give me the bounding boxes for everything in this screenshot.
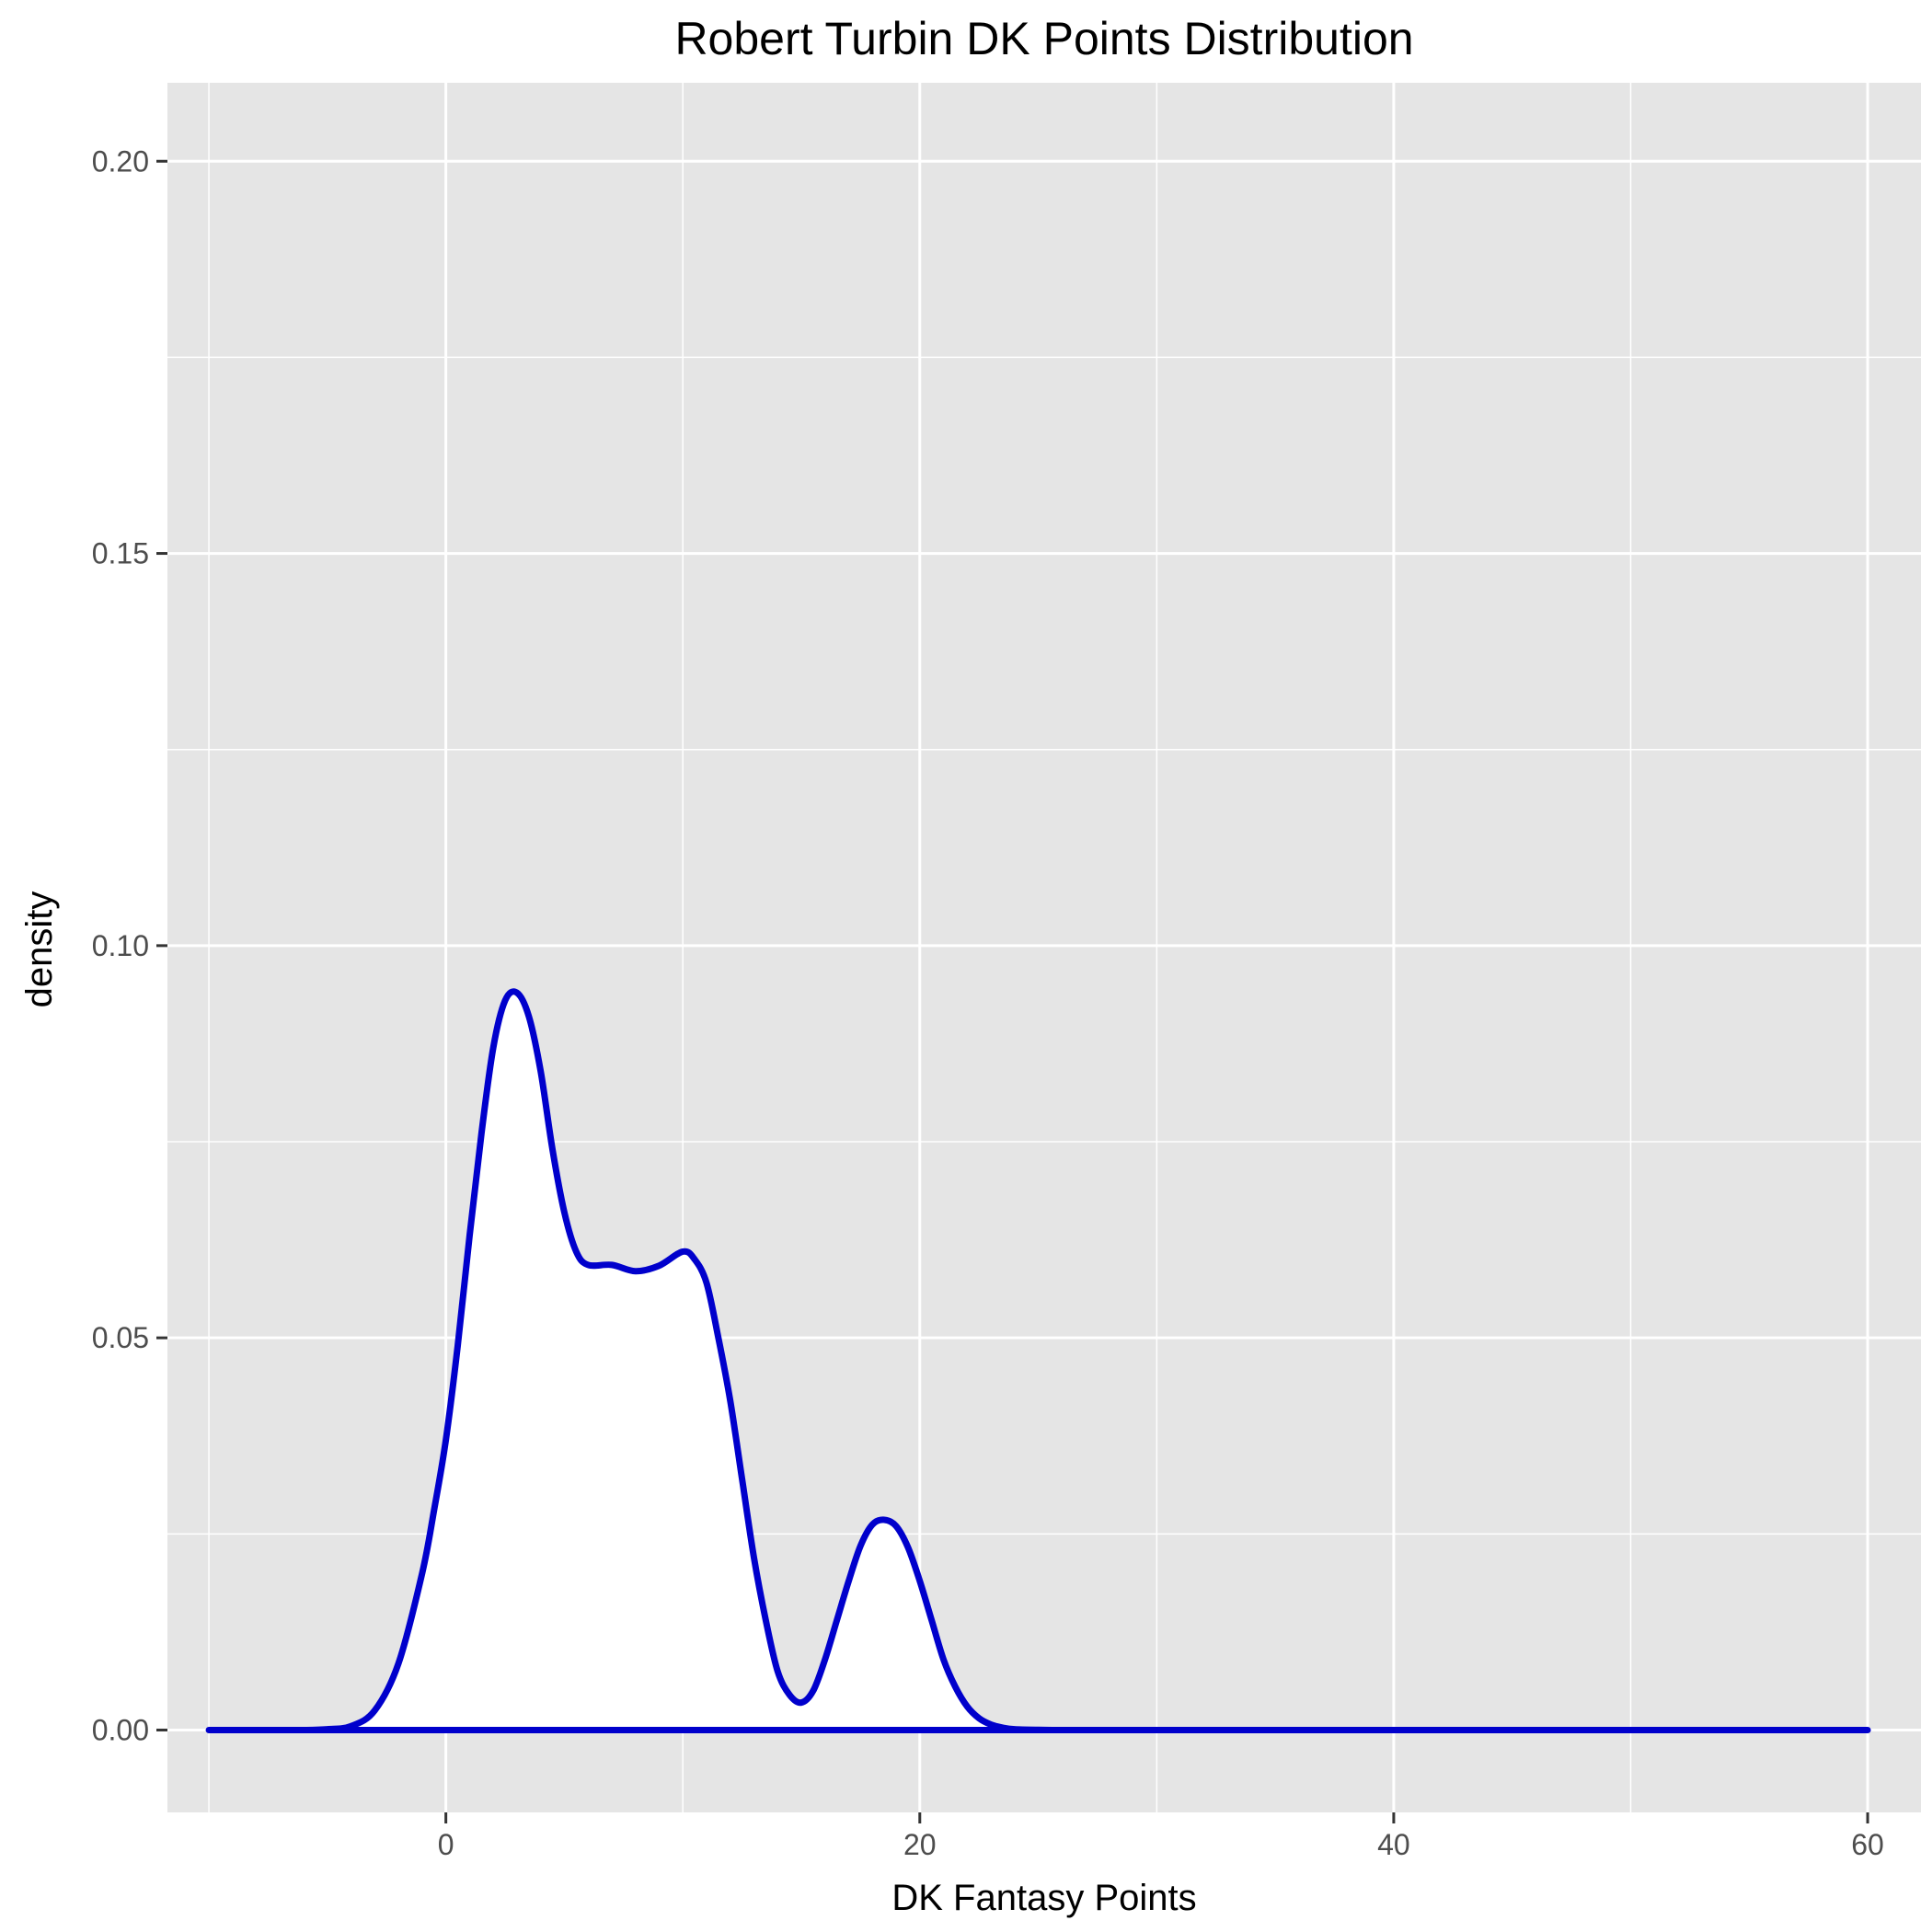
y-tick-label: 0.10 xyxy=(92,929,149,962)
x-tick-label: 20 xyxy=(903,1828,937,1861)
x-axis-title: DK Fantasy Points xyxy=(891,1878,1196,1918)
x-tick-label: 40 xyxy=(1377,1828,1410,1861)
x-tick-label: 0 xyxy=(438,1828,454,1861)
y-tick-label: 0.00 xyxy=(92,1713,149,1746)
minor-gridlines xyxy=(167,83,1921,1812)
x-tick-label: 60 xyxy=(1851,1828,1884,1861)
y-tick-label: 0.15 xyxy=(92,537,149,570)
y-axis-title: density xyxy=(19,891,60,1008)
chart-title: Robert Turbin DK Points Distribution xyxy=(674,13,1413,64)
axis-tick-labels: 0 20 40 60 0.00 0.05 0.10 0.15 0.20 xyxy=(92,144,1884,1861)
density-area-fill xyxy=(209,991,1869,1731)
y-tick-label: 0.05 xyxy=(92,1321,149,1354)
axis-ticks xyxy=(156,159,1869,1823)
major-gridlines xyxy=(167,83,1921,1812)
y-tick-label: 0.20 xyxy=(92,144,149,178)
density-line xyxy=(205,988,1871,1734)
